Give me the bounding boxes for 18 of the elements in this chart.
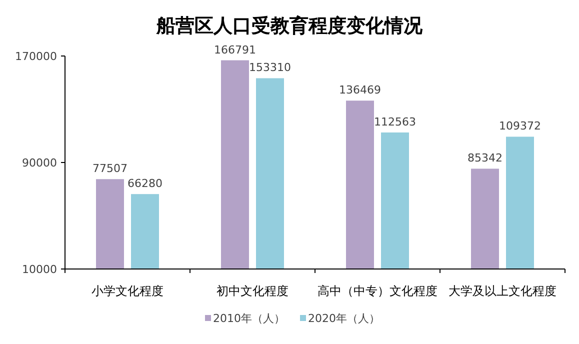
y-tick-label: 90000 [22,156,57,170]
data-label: 77507 [92,162,128,176]
data-label: 112563 [374,115,416,128]
data-label: 153310 [249,61,291,74]
data-label: 66280 [128,177,162,190]
x-tick-label: 初中文化程度 [216,284,288,298]
x-tick-label: 高中（中专）文化程度 [318,284,438,298]
legend-label: 2020年（人） [308,312,380,325]
x-tick-label: 大学及以上文化程度 [448,284,556,298]
x-tick-label: 小学文化程度 [92,284,164,298]
data-label: 166791 [214,43,256,56]
data-label: 109372 [499,120,541,133]
y-tick-label: 10000 [22,263,57,276]
legend-label: 2010年（人） [213,312,285,325]
data-label: 85342 [468,152,502,165]
data-label: 136469 [339,84,381,97]
y-tick-label: 170000 [15,50,57,63]
chart-title: 船营区人口受教育程度变化情况 [156,15,424,37]
